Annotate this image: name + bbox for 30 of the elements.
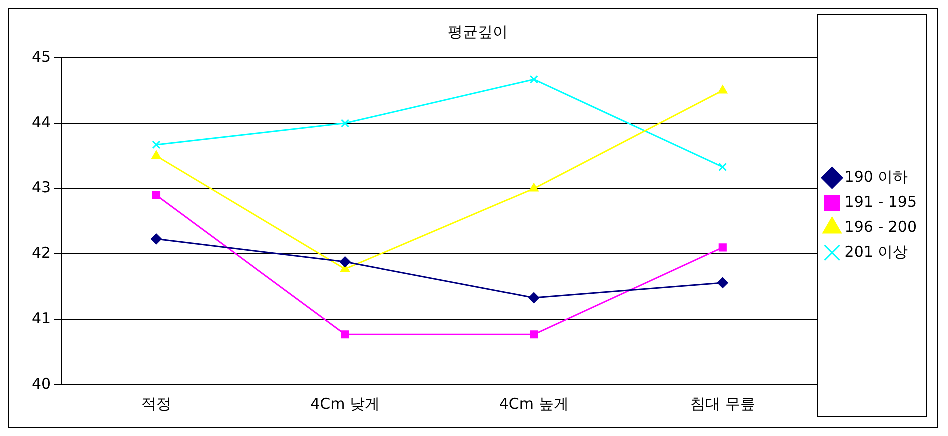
x-tick-label: 침대 무릎 <box>690 394 756 413</box>
point <box>718 162 728 172</box>
point <box>718 85 728 94</box>
point <box>341 330 350 339</box>
y-tick-label: 43 <box>32 178 52 197</box>
y-tick-label: 44 <box>32 113 52 132</box>
y-tick-label: 40 <box>32 374 52 393</box>
x-tick-label: 4Cm 높게 <box>499 394 569 413</box>
point <box>718 244 727 252</box>
point <box>152 191 161 200</box>
legend-label: 201 이상 <box>844 242 908 261</box>
point <box>529 183 539 192</box>
x-tick-label: 4Cm 낮게 <box>310 394 380 413</box>
point <box>152 140 161 150</box>
legend-label: 191 - 195 <box>844 192 918 211</box>
y-tick-label: 45 <box>32 48 52 66</box>
x-tick-label: 적정 <box>141 394 172 413</box>
point <box>341 119 350 128</box>
point <box>530 330 538 339</box>
legend-label: 196 - 200 <box>844 218 918 236</box>
point <box>150 234 162 245</box>
point <box>717 277 728 288</box>
point <box>340 256 351 268</box>
legend-label: 190 이하 <box>844 168 908 186</box>
y-tick-label: 41 <box>32 309 52 328</box>
point <box>530 75 538 84</box>
point <box>152 150 162 160</box>
chart-title: 평균깊이 <box>448 22 508 41</box>
y-tick-label: 42 <box>32 244 52 262</box>
point <box>528 292 540 304</box>
